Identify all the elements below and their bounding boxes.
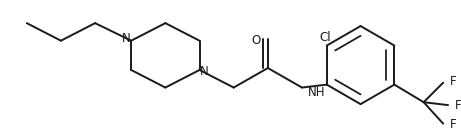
Text: F: F <box>450 75 457 88</box>
Text: O: O <box>252 34 261 47</box>
Text: N: N <box>122 32 131 45</box>
Text: NH: NH <box>308 86 325 99</box>
Text: Cl: Cl <box>319 31 331 44</box>
Text: F: F <box>455 99 461 112</box>
Text: N: N <box>200 65 209 78</box>
Text: F: F <box>450 118 457 131</box>
